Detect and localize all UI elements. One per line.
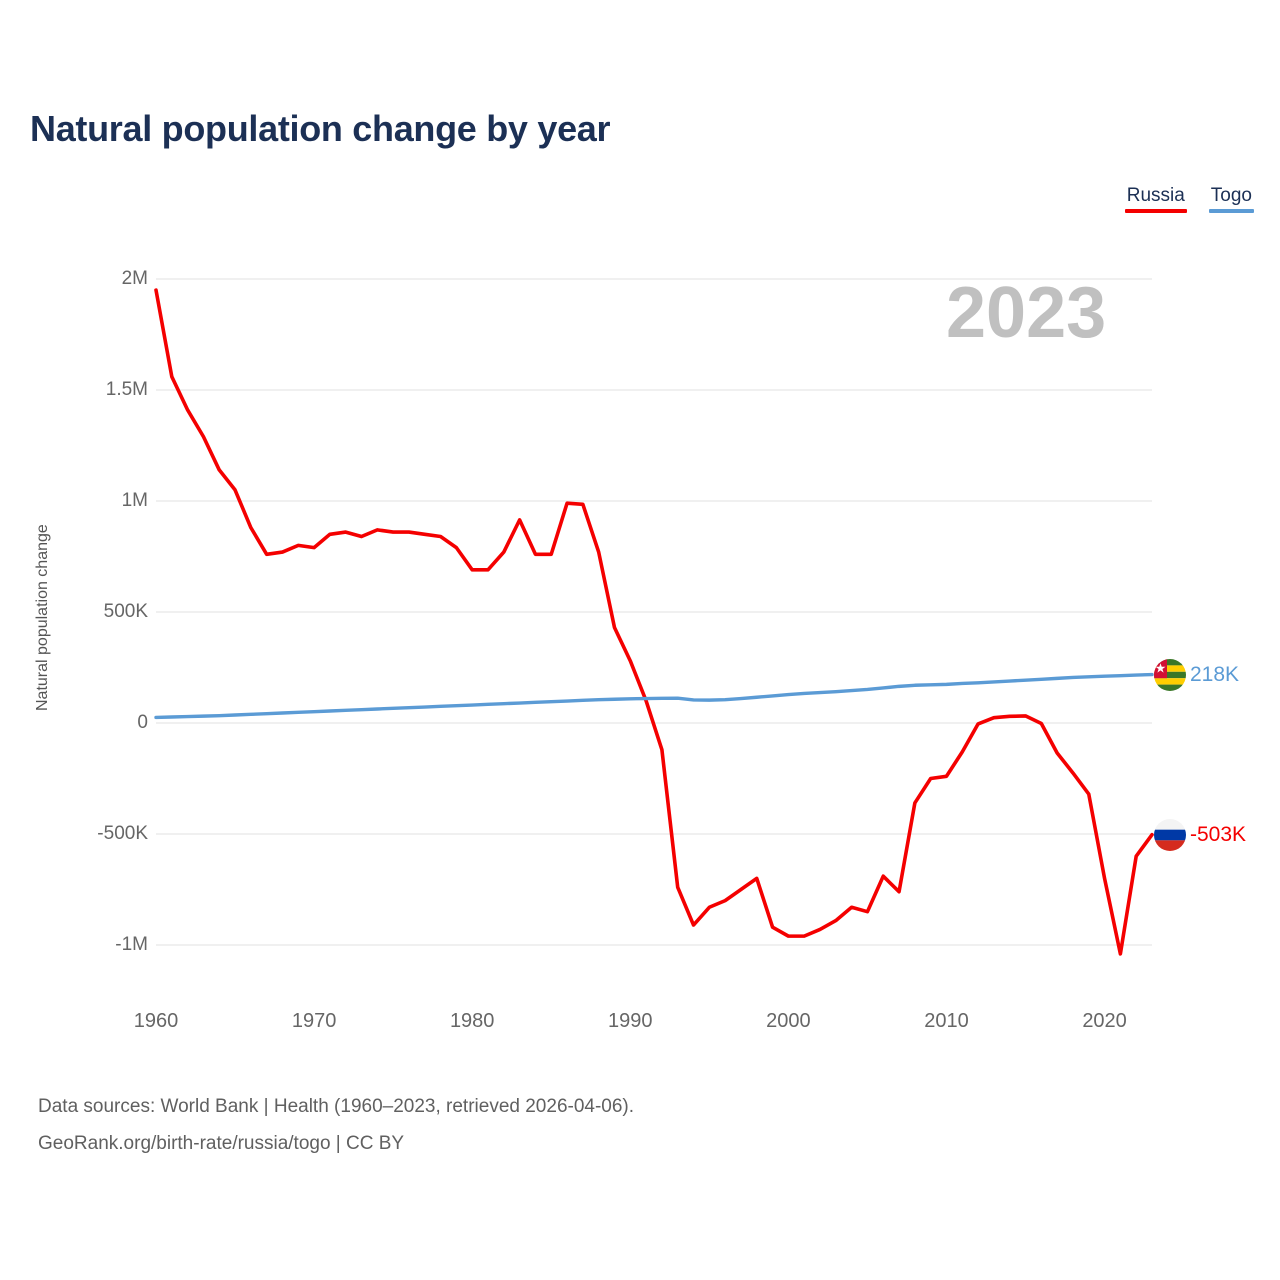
legend-label-russia: Russia — [1126, 185, 1185, 206]
series-line-russia[interactable] — [154, 288, 1154, 956]
series-line-togo[interactable] — [154, 672, 1154, 720]
end-value-label-togo: 218K — [1190, 662, 1240, 686]
x-axis-tick-label: 2020 — [1082, 1010, 1127, 1032]
watermark-year: 2023 — [946, 273, 1107, 353]
page-title: Natural population change by year — [30, 108, 611, 149]
footer-line-sources: Data sources: World Bank | Health (1960–… — [38, 1096, 635, 1117]
y-axis-title: Natural population change — [34, 524, 51, 711]
y-axis-tick-label: 500K — [103, 601, 148, 622]
y-axis-tick-label: -1M — [115, 934, 148, 955]
x-axis-tick-label: 1970 — [291, 1010, 337, 1032]
legend-item-togo[interactable]: Togo — [1208, 185, 1254, 213]
legend-rule-russia — [1124, 209, 1187, 213]
y-axis-tick-label: 0 — [137, 712, 148, 733]
y-axis-tick-label: 1M — [121, 490, 148, 511]
end-value-label-russia: -503K — [1190, 822, 1247, 846]
x-axis-tick-label: 1990 — [608, 1010, 653, 1032]
footer-attribution: Data sources: World Bank | Health (1960–… — [38, 1088, 634, 1162]
legend-label-togo: Togo — [1210, 185, 1252, 206]
y-axis-tick-label: 2M — [121, 268, 148, 289]
legend-rule-togo — [1208, 209, 1254, 213]
x-axis-tick-label: 1980 — [449, 1010, 495, 1032]
x-axis-tick-label: 2000 — [766, 1010, 811, 1032]
x-axis-tick-label: 2010 — [924, 1010, 969, 1032]
togo-flag-icon — [1154, 658, 1186, 691]
y-axis-tick-label: 1.5M — [105, 379, 148, 400]
footer-line-license: GeoRank.org/birth-rate/russia/togo | CC … — [38, 1133, 405, 1154]
russia-flag-icon — [1154, 818, 1186, 851]
legend: Russia Togo — [1124, 185, 1254, 213]
legend-item-russia[interactable]: Russia — [1124, 185, 1187, 213]
y-axis-tick-label: -500K — [97, 823, 148, 844]
x-axis-tick-label: 1960 — [133, 1010, 179, 1032]
